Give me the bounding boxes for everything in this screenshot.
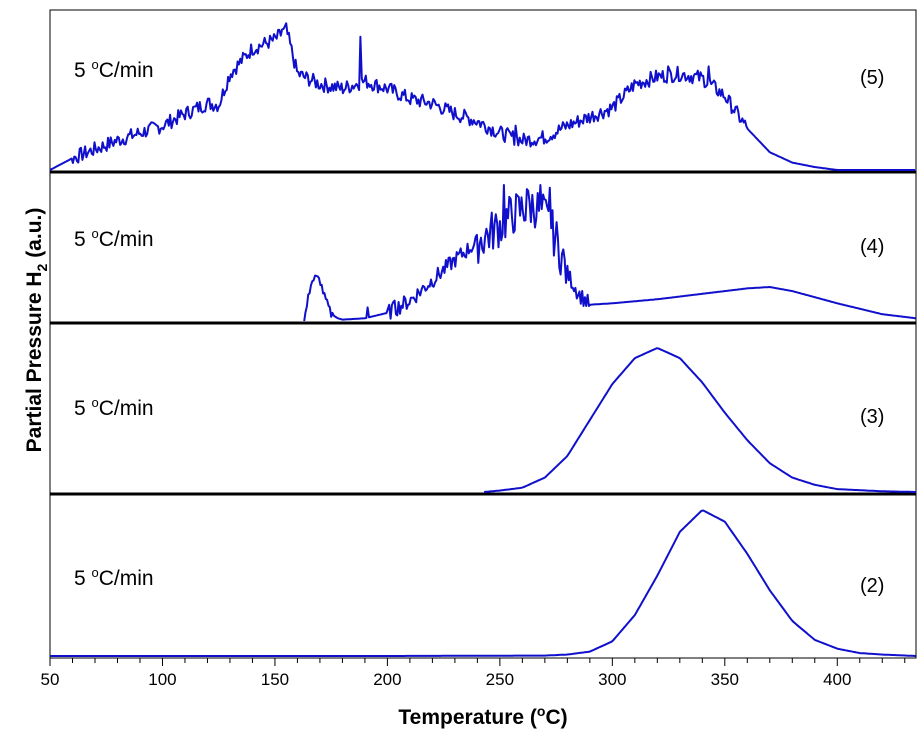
- rate-label-4: 5 oC/min: [74, 226, 154, 251]
- panel-id-3: (3): [860, 406, 884, 428]
- x-axis-title: Temperature (oC): [398, 703, 567, 729]
- y-axis-title: Partial Pressure H2 (a.u.): [23, 208, 50, 453]
- x-axis: 50 100 150 200 250 300 350 400: [41, 658, 906, 689]
- plot-frame: [49, 9, 917, 659]
- x-tick-label: 50: [41, 670, 60, 689]
- x-tick-label: 200: [373, 670, 401, 689]
- x-tick-label: 250: [486, 670, 514, 689]
- traces: [49, 22, 916, 657]
- x-tick-label: 100: [148, 670, 176, 689]
- series-line-5: [49, 22, 916, 171]
- rate-label-5: 5 oC/min: [74, 57, 154, 82]
- x-tick-label: 150: [261, 670, 289, 689]
- series-line-4: [303, 184, 916, 322]
- x-tick-label: 300: [598, 670, 626, 689]
- panel-id-2: (2): [860, 575, 884, 597]
- x-tick-label: 400: [823, 670, 851, 689]
- series-line-2: [50, 509, 916, 657]
- rate-label-2: 5 oC/min: [74, 565, 154, 590]
- panel-id-5: (5): [860, 67, 884, 89]
- x-tick-label: 350: [711, 670, 739, 689]
- panel-id-4: (4): [860, 236, 884, 258]
- rate-label-3: 5 oC/min: [74, 395, 154, 420]
- series-line-3: [483, 347, 916, 493]
